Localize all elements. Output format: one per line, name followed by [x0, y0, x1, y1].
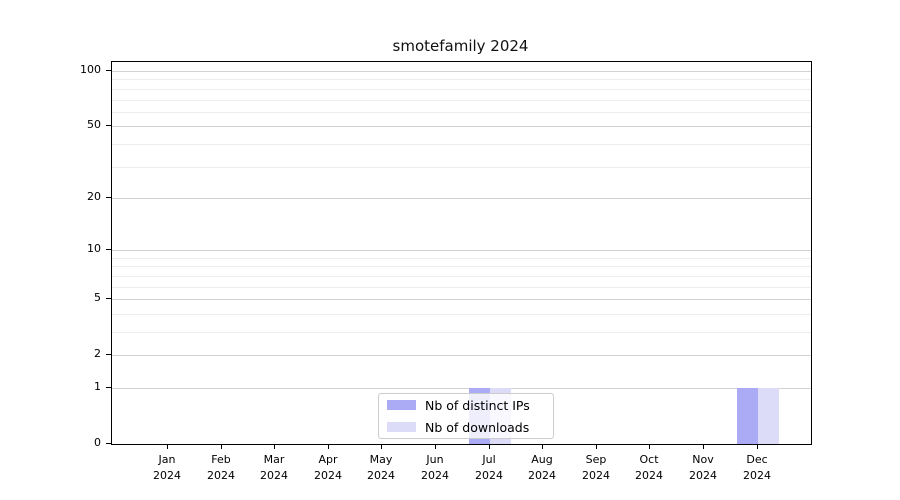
x-tick-month: Apr — [318, 453, 338, 466]
x-tick-label: Oct 2024 — [609, 452, 689, 484]
x-tick-mark — [328, 444, 329, 449]
x-tick-year: 2024 — [528, 469, 556, 482]
x-tick-month: Nov — [692, 453, 714, 466]
x-tick-year: 2024 — [635, 469, 663, 482]
x-tick-month: Sep — [585, 453, 607, 466]
legend-item: Nb of distinct IPs — [379, 396, 553, 415]
x-tick-label: Jan 2024 — [127, 452, 207, 484]
minor-gridline — [112, 100, 811, 101]
major-gridline — [112, 198, 811, 199]
legend-label: Nb of downloads — [425, 419, 530, 435]
x-tick-year: 2024 — [367, 469, 395, 482]
minor-gridline — [112, 276, 811, 277]
x-tick-mark — [757, 444, 758, 449]
bar-distinct-ips — [737, 388, 758, 444]
x-tick-label: Nov 2024 — [663, 452, 743, 484]
x-tick-month: Dec — [746, 453, 768, 466]
x-tick-label: Feb 2024 — [181, 452, 261, 484]
x-tick-month: May — [369, 453, 393, 466]
minor-gridline — [112, 112, 811, 113]
major-gridline — [112, 71, 811, 72]
x-tick-mark — [649, 444, 650, 449]
major-gridline — [112, 388, 811, 389]
minor-gridline — [112, 79, 811, 80]
x-tick-label: Dec 2024 — [717, 452, 797, 484]
x-tick-month: Jan — [158, 453, 176, 466]
y-tick-mark — [106, 70, 111, 71]
x-tick-label: Jun 2024 — [395, 452, 475, 484]
y-tick-mark — [106, 197, 111, 198]
plot-area — [111, 61, 812, 445]
x-tick-month: Aug — [531, 453, 553, 466]
legend-swatch — [387, 400, 416, 410]
x-tick-month: Oct — [639, 453, 659, 466]
y-tick-label: 1 — [94, 380, 101, 393]
x-tick-year: 2024 — [743, 469, 771, 482]
legend-swatch — [387, 422, 416, 432]
x-tick-mark — [167, 444, 168, 449]
legend-label: Nb of distinct IPs — [425, 397, 530, 413]
x-tick-label: Aug 2024 — [502, 452, 582, 484]
x-tick-mark — [221, 444, 222, 449]
y-tick-label: 2 — [94, 347, 101, 360]
y-tick-label: 5 — [94, 291, 101, 304]
minor-gridline — [112, 167, 811, 168]
legend: Nb of distinct IPs Nb of downloads — [378, 393, 554, 439]
y-tick-label: 0 — [94, 436, 101, 449]
minor-gridline — [112, 258, 811, 259]
x-tick-year: 2024 — [689, 469, 717, 482]
minor-gridline — [112, 89, 811, 90]
major-gridline — [112, 299, 811, 300]
y-tick-label: 50 — [87, 118, 101, 131]
y-tick-label: 100 — [80, 63, 101, 76]
major-gridline — [112, 355, 811, 356]
x-tick-month: Jun — [426, 453, 444, 466]
y-tick-mark — [106, 387, 111, 388]
x-tick-label: Mar 2024 — [234, 452, 314, 484]
legend-item: Nb of downloads — [379, 418, 553, 437]
x-tick-month: Mar — [263, 453, 285, 466]
x-tick-mark — [703, 444, 704, 449]
major-gridline — [112, 250, 811, 251]
x-tick-label: Jul 2024 — [449, 452, 529, 484]
x-tick-mark — [489, 444, 490, 449]
x-tick-mark — [274, 444, 275, 449]
x-tick-mark — [435, 444, 436, 449]
x-tick-year: 2024 — [582, 469, 610, 482]
x-tick-month: Feb — [211, 453, 231, 466]
x-tick-mark — [542, 444, 543, 449]
minor-gridline — [112, 332, 811, 333]
y-tick-mark — [106, 443, 111, 444]
x-tick-year: 2024 — [207, 469, 235, 482]
minor-gridline — [112, 287, 811, 288]
x-tick-year: 2024 — [475, 469, 503, 482]
x-tick-mark — [596, 444, 597, 449]
bar-downloads — [758, 388, 779, 444]
y-tick-mark — [106, 125, 111, 126]
minor-gridline — [112, 266, 811, 267]
x-tick-year: 2024 — [260, 469, 288, 482]
x-tick-label: Sep 2024 — [556, 452, 636, 484]
x-tick-label: May 2024 — [341, 452, 421, 484]
y-tick-label: 10 — [87, 242, 101, 255]
x-tick-year: 2024 — [421, 469, 449, 482]
y-tick-mark — [106, 249, 111, 250]
x-tick-year: 2024 — [314, 469, 342, 482]
x-tick-label: Apr 2024 — [288, 452, 368, 484]
minor-gridline — [112, 314, 811, 315]
chart-title: smotefamily 2024 — [392, 37, 529, 55]
minor-gridline — [112, 144, 811, 145]
y-tick-label: 20 — [87, 190, 101, 203]
x-tick-month: Jul — [482, 453, 496, 466]
x-tick-year: 2024 — [153, 469, 181, 482]
x-tick-mark — [381, 444, 382, 449]
y-tick-mark — [106, 354, 111, 355]
y-tick-mark — [106, 298, 111, 299]
major-gridline — [112, 126, 811, 127]
